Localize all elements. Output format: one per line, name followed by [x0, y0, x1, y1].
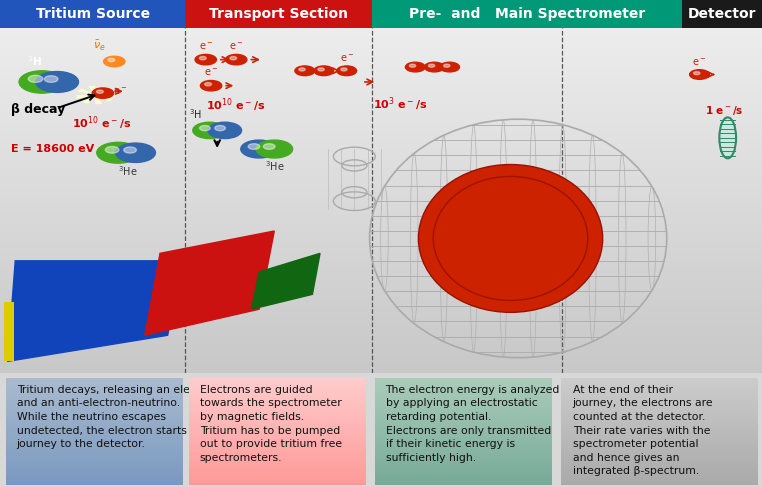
Text: 10$^{10}$ e$^-$/s: 10$^{10}$ e$^-$/s: [206, 96, 265, 114]
Circle shape: [226, 55, 247, 65]
Polygon shape: [8, 261, 183, 361]
Circle shape: [193, 122, 226, 139]
Text: Tritium Source: Tritium Source: [36, 7, 149, 21]
Ellipse shape: [434, 176, 588, 300]
Circle shape: [256, 140, 293, 158]
Circle shape: [36, 72, 78, 93]
Circle shape: [690, 70, 709, 79]
Text: β decay: β decay: [11, 103, 66, 116]
FancyBboxPatch shape: [0, 0, 185, 28]
Circle shape: [97, 142, 139, 163]
Circle shape: [318, 68, 325, 71]
Text: $\bar{\nu}_e$: $\bar{\nu}_e$: [93, 39, 105, 53]
FancyBboxPatch shape: [4, 302, 14, 361]
Circle shape: [200, 56, 207, 60]
Wedge shape: [95, 95, 103, 104]
Text: 1 e$^-$/s: 1 e$^-$/s: [705, 104, 743, 117]
Circle shape: [123, 147, 136, 153]
Wedge shape: [78, 89, 95, 95]
Text: 10$^3$ e$^-$/s: 10$^3$ e$^-$/s: [373, 95, 427, 113]
Text: Tritium decays, releasing an electron
and an anti-electron-neutrino.
While the n: Tritium decays, releasing an electron an…: [17, 385, 218, 449]
Text: e$^-$: e$^-$: [340, 53, 354, 64]
Polygon shape: [251, 253, 320, 309]
Text: $^3$H: $^3$H: [27, 54, 41, 68]
Circle shape: [92, 88, 114, 98]
Wedge shape: [82, 95, 95, 104]
Circle shape: [205, 83, 212, 86]
Circle shape: [443, 64, 450, 67]
Circle shape: [341, 68, 347, 71]
Ellipse shape: [719, 117, 736, 158]
Circle shape: [405, 62, 425, 72]
Circle shape: [230, 56, 237, 60]
Circle shape: [428, 64, 435, 67]
Circle shape: [299, 68, 306, 71]
Wedge shape: [95, 92, 114, 95]
Wedge shape: [95, 95, 113, 102]
Text: $^3$He: $^3$He: [264, 159, 284, 173]
Circle shape: [337, 66, 357, 75]
Circle shape: [108, 58, 115, 62]
Text: Transport Section: Transport Section: [209, 7, 348, 21]
Wedge shape: [88, 86, 95, 95]
Text: The electron energy is analyzed
by applying an electrostatic
retarding potential: The electron energy is analyzed by apply…: [386, 385, 560, 463]
Circle shape: [200, 80, 222, 91]
Circle shape: [105, 147, 119, 153]
Circle shape: [693, 72, 700, 75]
FancyBboxPatch shape: [185, 0, 372, 28]
Circle shape: [248, 144, 260, 150]
Text: At the end of their
journey, the electrons are
counted at the detector.
Their ra: At the end of their journey, the electro…: [572, 385, 713, 476]
Circle shape: [195, 55, 216, 65]
FancyBboxPatch shape: [682, 0, 762, 28]
Circle shape: [295, 66, 315, 75]
Circle shape: [424, 62, 444, 72]
Text: 10$^{10}$ e$^-$/s: 10$^{10}$ e$^-$/s: [72, 114, 132, 132]
Circle shape: [241, 140, 277, 158]
Circle shape: [116, 143, 155, 163]
Ellipse shape: [418, 165, 603, 312]
Circle shape: [19, 71, 65, 93]
Circle shape: [264, 144, 275, 150]
Circle shape: [104, 56, 125, 67]
Circle shape: [409, 64, 416, 67]
Text: e$^-$: e$^-$: [204, 67, 218, 78]
Wedge shape: [76, 95, 95, 98]
Circle shape: [28, 75, 43, 82]
Wedge shape: [95, 86, 109, 95]
Text: E = 18600 eV: E = 18600 eV: [11, 144, 94, 154]
Text: Electrons are guided
towards the spectrometer
by magnetic fields.
Tritium has to: Electrons are guided towards the spectro…: [200, 385, 341, 463]
Circle shape: [208, 122, 242, 139]
Text: $^3$H: $^3$H: [189, 107, 202, 121]
Text: $^3$He: $^3$He: [118, 164, 138, 178]
Text: e$^-$: e$^-$: [229, 41, 243, 52]
Polygon shape: [145, 231, 274, 335]
Circle shape: [97, 90, 104, 94]
Text: Pre-  and   Main Spectrometer: Pre- and Main Spectrometer: [408, 7, 645, 21]
FancyBboxPatch shape: [372, 0, 682, 28]
Circle shape: [215, 126, 226, 131]
Text: Detector: Detector: [688, 7, 756, 21]
Circle shape: [314, 66, 334, 75]
Circle shape: [44, 75, 58, 82]
Text: e$^-$: e$^-$: [113, 86, 127, 97]
Circle shape: [440, 62, 459, 72]
Text: e$^-$: e$^-$: [199, 41, 213, 52]
Text: e$^-$: e$^-$: [693, 57, 706, 68]
Circle shape: [200, 126, 210, 131]
